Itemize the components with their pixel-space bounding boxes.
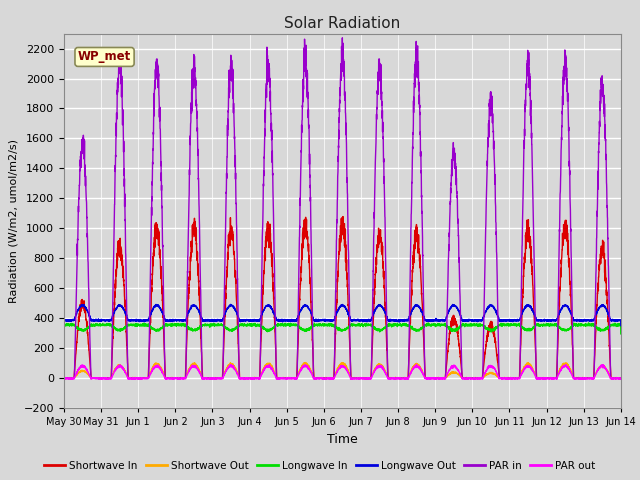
Line: Shortwave Out: Shortwave Out [64, 362, 621, 378]
X-axis label: Time: Time [327, 432, 358, 445]
Longwave Out [436, 318, 444, 324]
PAR out [60, 375, 68, 381]
Longwave In [322, 322, 330, 328]
Longwave In [60, 323, 68, 328]
Longwave Out [60, 317, 68, 323]
Longwave In [160, 324, 168, 330]
Shortwave In [436, 375, 444, 381]
PAR out [326, 376, 333, 382]
PAR out [468, 375, 476, 381]
Longwave Out [616, 317, 624, 323]
Shortwave Out [300, 360, 308, 365]
PAR in [617, 375, 625, 381]
Legend: Shortwave In, Shortwave Out, Longwave In, Longwave Out, PAR in, PAR out: Shortwave In, Shortwave Out, Longwave In… [40, 456, 600, 475]
Line: Shortwave In: Shortwave In [64, 216, 621, 378]
Shortwave Out [617, 375, 625, 381]
Shortwave Out [60, 375, 68, 381]
PAR out [499, 375, 507, 381]
Title: Solar Radiation: Solar Radiation [284, 16, 401, 31]
PAR in [60, 375, 68, 381]
Line: PAR out: PAR out [64, 364, 621, 379]
PAR out [436, 375, 444, 381]
PAR out [616, 376, 624, 382]
Longwave In [424, 320, 432, 326]
Longwave In [499, 322, 507, 327]
Longwave In [616, 323, 624, 328]
Longwave In [467, 321, 475, 327]
PAR out [413, 361, 420, 367]
Shortwave Out [499, 375, 507, 381]
Longwave Out [322, 317, 330, 323]
Shortwave Out [160, 372, 168, 378]
Y-axis label: Radiation (W/m2, umol/m2/s): Radiation (W/m2, umol/m2/s) [8, 139, 18, 303]
Longwave Out [499, 318, 507, 324]
Shortwave In [339, 214, 347, 219]
PAR in [339, 35, 346, 41]
Shortwave In [467, 375, 475, 381]
PAR in [499, 375, 507, 381]
Shortwave Out [322, 375, 330, 381]
Longwave Out [467, 318, 475, 324]
Shortwave In [160, 341, 168, 347]
Longwave Out [227, 301, 234, 307]
Line: Longwave Out: Longwave Out [64, 304, 621, 325]
Shortwave In [322, 375, 330, 381]
PAR out [617, 376, 625, 382]
Shortwave In [617, 375, 625, 381]
Shortwave Out [616, 375, 624, 381]
Shortwave Out [436, 375, 444, 381]
Shortwave In [499, 375, 507, 381]
PAR in [616, 375, 624, 381]
PAR out [322, 376, 330, 382]
Line: PAR in: PAR in [64, 38, 621, 378]
Longwave Out [160, 313, 168, 319]
Shortwave Out [467, 375, 475, 381]
Shortwave In [60, 375, 68, 381]
PAR in [467, 375, 475, 381]
Longwave Out [617, 323, 625, 328]
Line: Longwave In: Longwave In [64, 323, 621, 334]
PAR in [322, 375, 330, 381]
Shortwave In [616, 375, 624, 381]
PAR in [160, 319, 168, 325]
Longwave In [617, 331, 625, 337]
Text: WP_met: WP_met [78, 50, 131, 63]
PAR out [160, 373, 168, 379]
PAR in [436, 375, 444, 381]
Longwave In [436, 323, 444, 328]
